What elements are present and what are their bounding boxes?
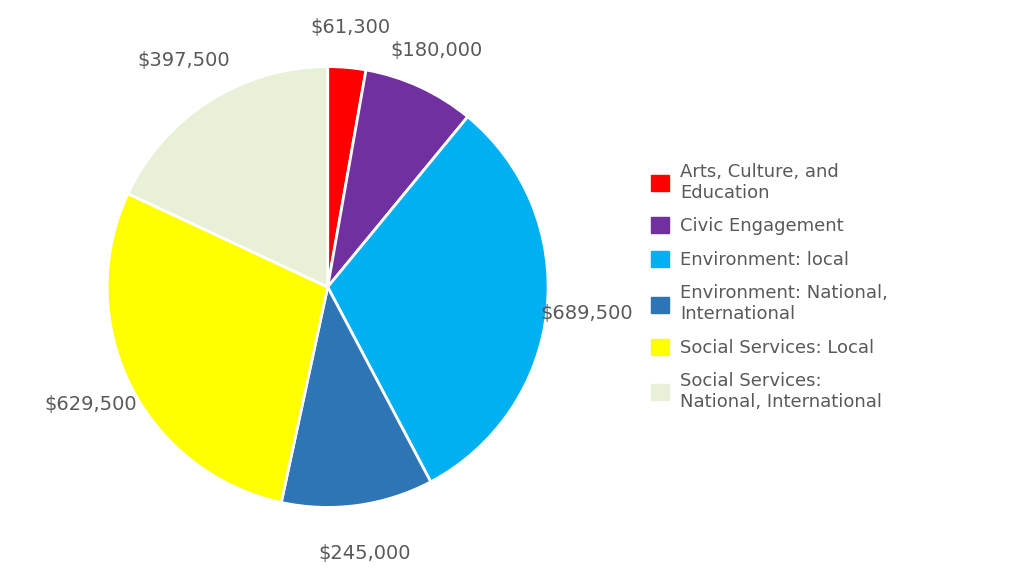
Wedge shape (328, 67, 366, 287)
Text: $397,500: $397,500 (137, 51, 229, 69)
Wedge shape (328, 117, 548, 482)
Wedge shape (108, 193, 328, 502)
Text: $61,300: $61,300 (310, 18, 390, 37)
Wedge shape (328, 70, 468, 287)
Wedge shape (282, 287, 431, 507)
Text: $180,000: $180,000 (390, 41, 482, 60)
Text: $245,000: $245,000 (318, 544, 411, 563)
Text: $689,500: $689,500 (540, 304, 633, 323)
Text: $629,500: $629,500 (44, 395, 137, 414)
Legend: Arts, Culture, and
Education, Civic Engagement, Environment: local, Environment:: Arts, Culture, and Education, Civic Enga… (644, 156, 895, 418)
Wedge shape (128, 67, 328, 287)
